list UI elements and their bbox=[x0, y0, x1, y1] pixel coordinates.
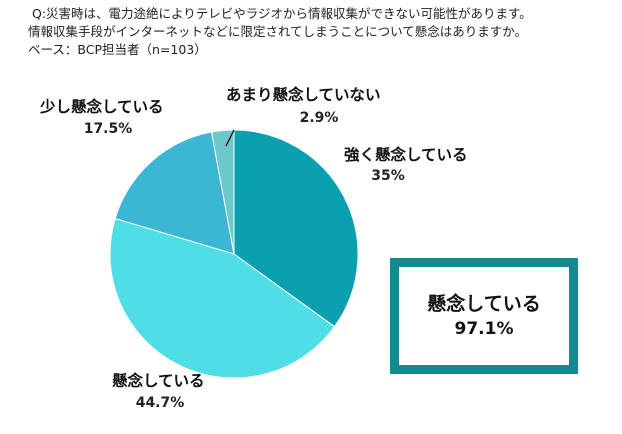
slice-value-0: 35% bbox=[371, 168, 405, 184]
pie-slices bbox=[109, 129, 359, 379]
question-line-1: Q:災害時は、電力途絶によりテレビやラジオから情報収集ができない可能性があります… bbox=[32, 6, 532, 21]
slice-label-1: 懸念している bbox=[112, 371, 205, 390]
slice-value-1: 44.7% bbox=[136, 395, 185, 411]
pie-slice-0 bbox=[233, 129, 359, 328]
slice-label-0: 強く懸念している bbox=[344, 145, 468, 164]
slice-label-2: 少し懸念している bbox=[39, 97, 164, 116]
base-note: ベース：BCP担当者（n=103） bbox=[28, 42, 207, 57]
pie-slice-2 bbox=[114, 131, 235, 255]
slice-value-2: 17.5% bbox=[84, 121, 133, 137]
summary-value: 97.1% bbox=[454, 319, 514, 339]
summary-box: 懸念している 97.1% bbox=[390, 258, 578, 374]
slice-value-3: 2.9% bbox=[300, 110, 339, 126]
pie-slice-1 bbox=[109, 217, 336, 379]
slice-label-3: あまり懸念していない bbox=[226, 85, 381, 104]
summary-label: 懸念している bbox=[427, 293, 541, 315]
question-line-2: 情報収集手段がインターネットなどに限定されてしまうことについて懸念はありますか。 bbox=[28, 24, 528, 39]
leader-line-3 bbox=[225, 129, 235, 147]
